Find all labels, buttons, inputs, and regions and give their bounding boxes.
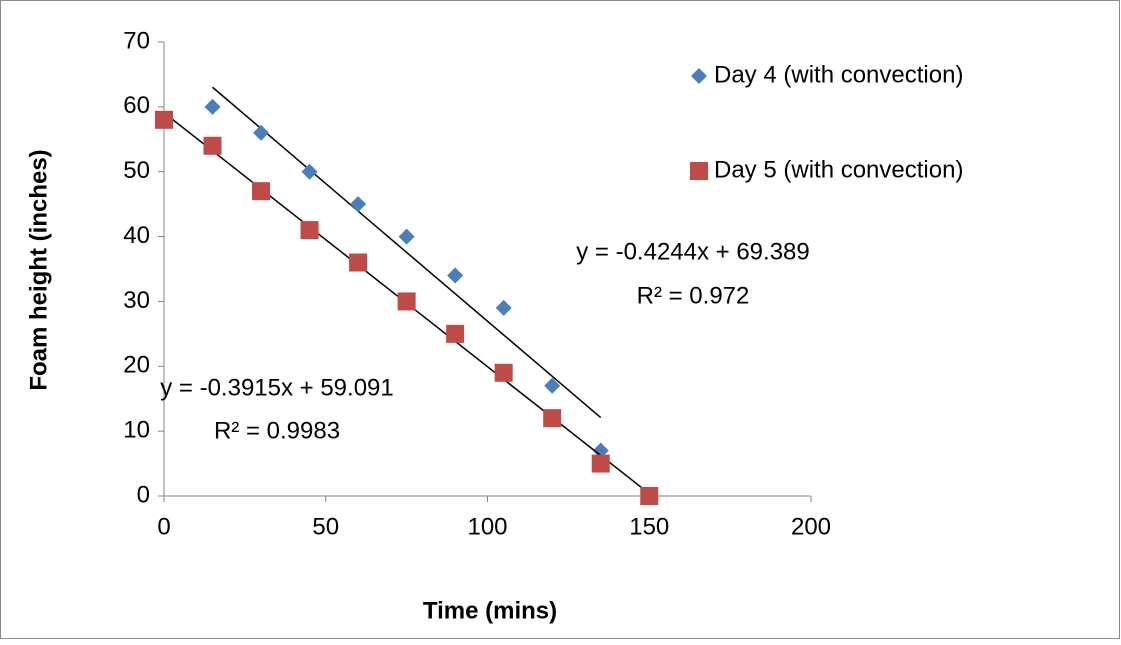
point: [155, 110, 173, 129]
point: [398, 228, 415, 245]
x-tick-label: 200: [791, 513, 831, 540]
y-axis-label: Foam height (inches): [25, 149, 52, 390]
trendline-r-squared: R² = 0.9983: [214, 417, 340, 444]
y-tick-label: 20: [123, 352, 150, 379]
y-tick-label: 60: [123, 92, 150, 119]
x-tick-label: 50: [312, 513, 339, 540]
point: [349, 253, 368, 272]
x-axis-label: Time (mins): [423, 597, 557, 624]
trendline: [212, 86, 602, 419]
point: [495, 299, 512, 316]
legend-marker: [690, 162, 708, 180]
x-tick-label: 100: [467, 513, 507, 540]
point: [543, 409, 562, 428]
point: [447, 267, 464, 284]
y-tick-label: 10: [123, 416, 150, 443]
point: [203, 136, 222, 155]
y-tick-label: 40: [123, 222, 150, 249]
point: [494, 363, 513, 382]
trendline-r-squared: R² = 0.972: [637, 282, 750, 309]
legend-label: Day 4 (with convection): [714, 61, 963, 88]
y-tick-label: 30: [123, 287, 150, 314]
legend-marker: [691, 68, 707, 84]
y-tick-label: 0: [137, 481, 150, 508]
point: [253, 124, 270, 141]
trendline-equation: y = -0.3915x + 59.091: [160, 374, 394, 401]
point: [252, 182, 271, 201]
y-tick-label: 70: [123, 27, 150, 54]
point: [544, 377, 561, 394]
point: [397, 292, 416, 311]
x-tick-label: 0: [157, 513, 170, 540]
legend-label: Day 5 (with convection): [714, 156, 963, 183]
point: [301, 163, 318, 180]
y-tick-label: 50: [123, 157, 150, 184]
trendline-equation: y = -0.4244x + 69.389: [576, 238, 810, 265]
point: [300, 221, 319, 240]
point: [591, 454, 610, 473]
x-tick-label: 150: [629, 513, 669, 540]
point: [446, 324, 465, 343]
point: [640, 487, 659, 505]
point: [204, 98, 221, 115]
point: [350, 196, 367, 213]
